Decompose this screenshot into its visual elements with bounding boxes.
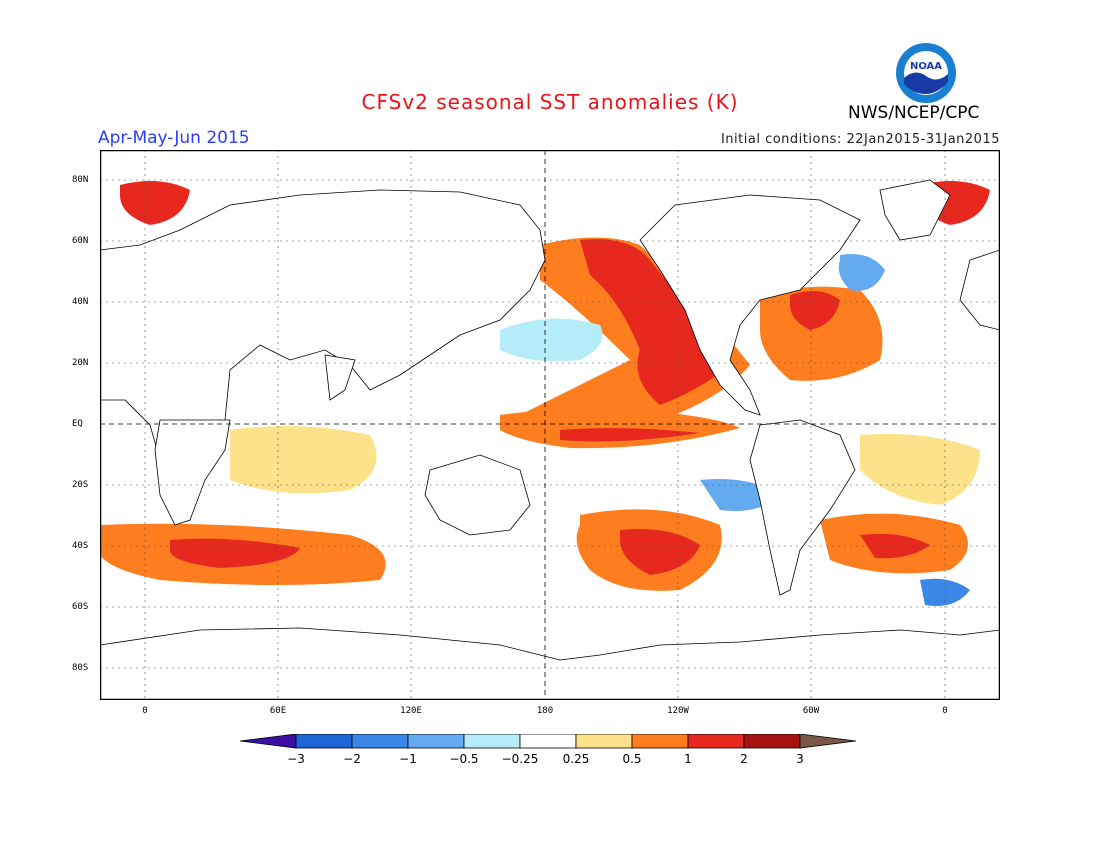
lat-tick: 60S <box>72 602 89 612</box>
lat-tick: 40S <box>72 541 89 551</box>
colorbar-label: 1 <box>684 752 692 766</box>
colorbar-label: −2 <box>343 752 361 766</box>
colorbar-swatch <box>743 734 801 749</box>
colorbar-swatch <box>519 734 577 749</box>
lat-tick: 40N <box>72 297 89 307</box>
noaa-logo-icon: NOAA <box>896 43 956 103</box>
lon-tick: 0 <box>142 706 148 716</box>
lon-tick: 180 <box>536 706 554 716</box>
lat-tick: 20N <box>72 358 89 368</box>
lat-tick: 80S <box>72 663 89 673</box>
lon-tick: 120E <box>400 706 422 716</box>
season-label: Apr-May-Jun 2015 <box>98 128 250 148</box>
colorbar-low-triangle <box>240 734 297 749</box>
colorbar-swatch <box>351 734 409 749</box>
land-masses <box>100 179 1000 700</box>
colorbar-label: −3 <box>287 752 305 766</box>
colorbar-label: 0.5 <box>622 752 642 766</box>
lon-tick: 120W <box>667 706 689 716</box>
lat-tick: 60N <box>72 236 89 246</box>
colorbar-swatch <box>575 734 633 749</box>
logo-text: NOAA <box>910 61 942 72</box>
colorbar-label: −1 <box>399 752 417 766</box>
anomaly-fields <box>100 181 990 606</box>
lon-tick: 60W <box>802 706 820 716</box>
colorbar-label: −0.25 <box>501 752 539 766</box>
lon-tick: 60E <box>269 706 287 716</box>
colorbar-swatch <box>463 734 521 749</box>
agency-label: NWS/NCEP/CPC <box>848 103 980 123</box>
equator-dateline <box>100 150 1000 700</box>
initial-conditions-label: Initial conditions: 22Jan2015-31Jan2015 <box>720 132 1000 147</box>
map-frame <box>100 150 1000 700</box>
lon-tick: 0 <box>942 706 948 716</box>
colorbar-swatch <box>295 734 353 749</box>
colorbar-label: 0.25 <box>562 752 590 766</box>
colorbar-swatch <box>407 734 465 749</box>
lat-tick: 80N <box>72 175 89 185</box>
sst-anomaly-map <box>100 150 1000 700</box>
lat-tick: EQ <box>72 419 83 429</box>
colorbar-label: 3 <box>796 752 804 766</box>
colorbar-label: 2 <box>740 752 748 766</box>
lat-tick: 20S <box>72 480 89 490</box>
chart-title: CFSv2 seasonal SST anomalies (K) <box>361 90 739 114</box>
colorbar-swatch <box>631 734 689 749</box>
colorbar <box>240 734 857 749</box>
colorbar-label: −0.5 <box>449 752 479 766</box>
colorbar-swatch <box>687 734 745 749</box>
map-canvas <box>100 150 1000 700</box>
graticule <box>100 150 1000 700</box>
colorbar-high-triangle <box>799 734 857 749</box>
